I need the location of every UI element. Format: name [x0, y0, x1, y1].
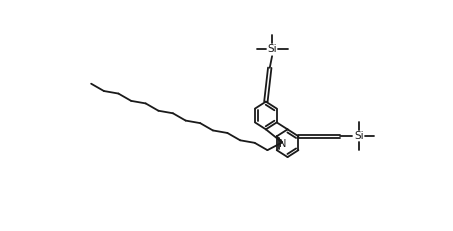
Text: Si: Si: [354, 131, 364, 141]
Text: N: N: [279, 139, 287, 149]
Text: Si: Si: [267, 44, 277, 54]
